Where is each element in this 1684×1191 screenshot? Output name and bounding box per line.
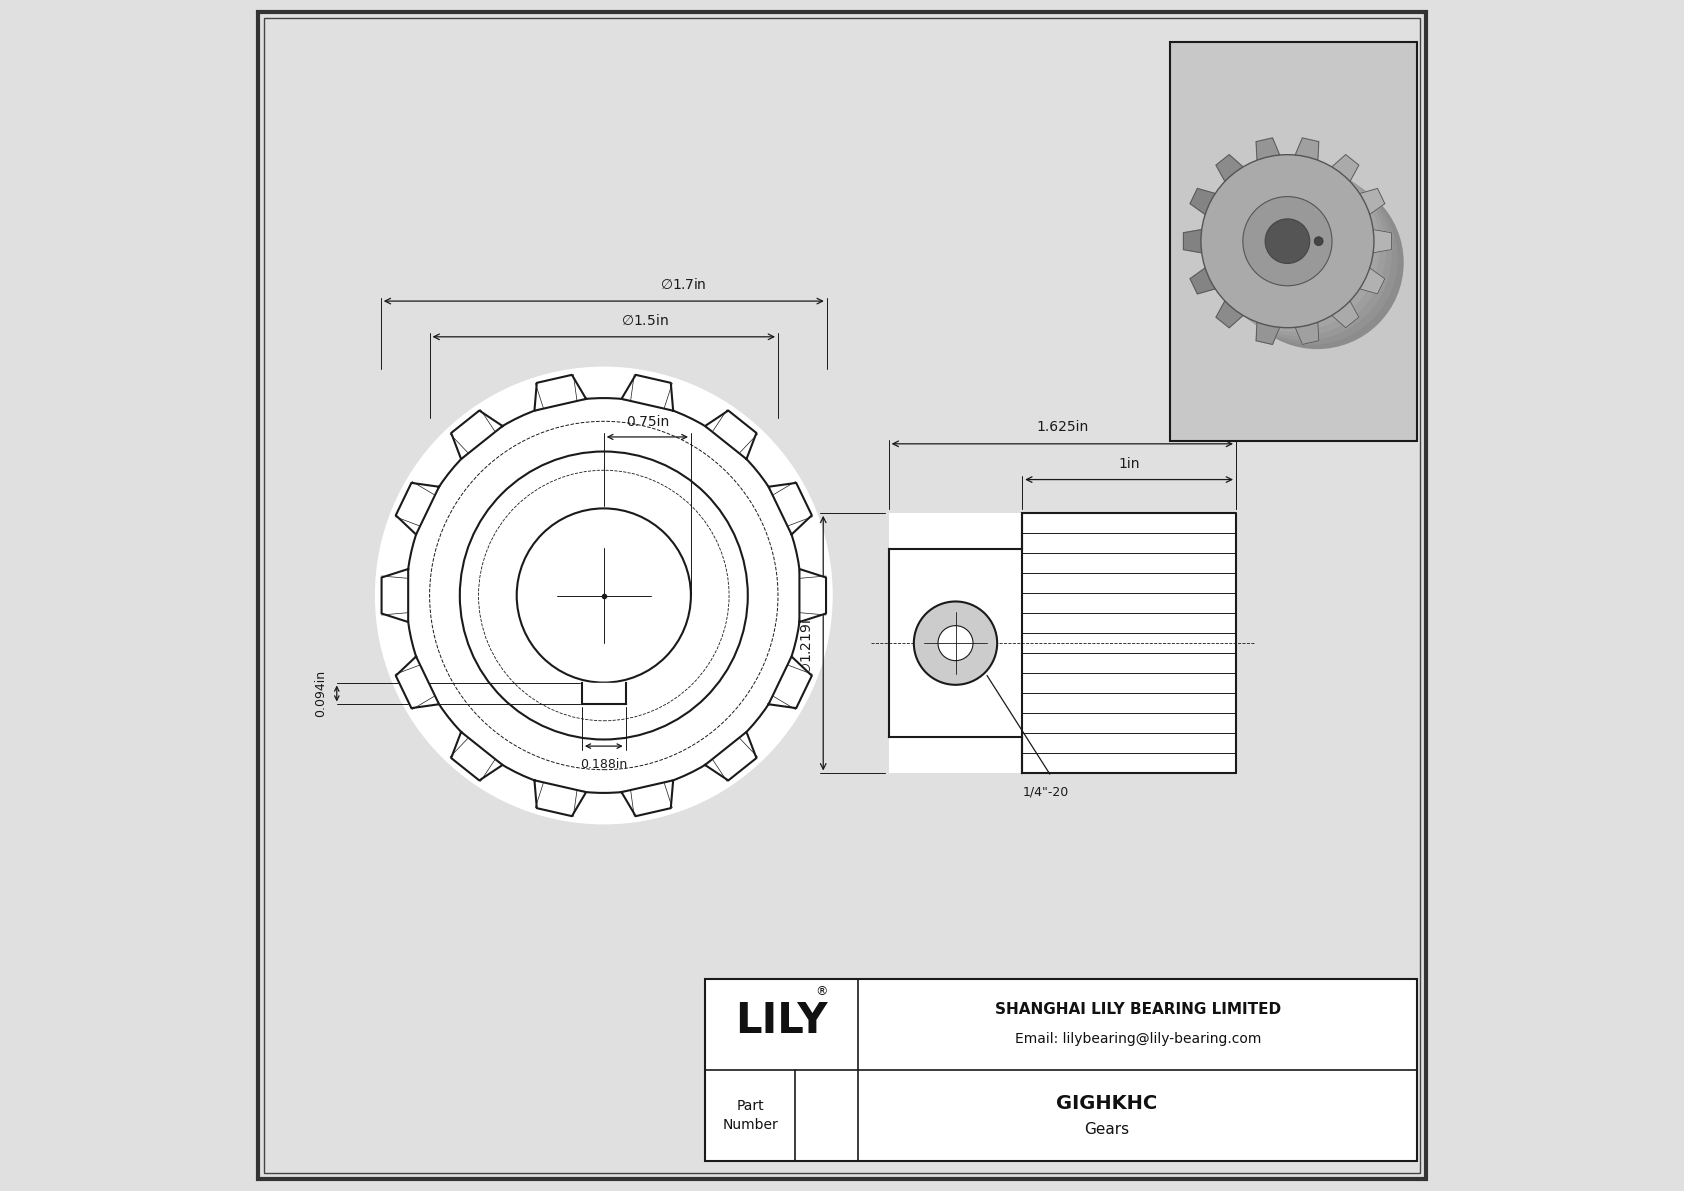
Polygon shape bbox=[396, 482, 440, 535]
Polygon shape bbox=[1332, 155, 1359, 181]
Circle shape bbox=[376, 367, 832, 824]
Polygon shape bbox=[800, 569, 827, 622]
Polygon shape bbox=[1359, 188, 1384, 214]
Polygon shape bbox=[1332, 301, 1359, 328]
Polygon shape bbox=[1216, 155, 1243, 181]
Text: GIGHKHC: GIGHKHC bbox=[1056, 1095, 1157, 1114]
Text: 1.625in: 1.625in bbox=[1036, 420, 1088, 435]
Text: 1in: 1in bbox=[1118, 457, 1140, 472]
Text: ®: ® bbox=[815, 985, 827, 998]
Polygon shape bbox=[451, 411, 502, 459]
Text: Email: lilybearing@lily-bearing.com: Email: lilybearing@lily-bearing.com bbox=[1014, 1031, 1261, 1046]
Circle shape bbox=[1201, 155, 1374, 328]
Text: Gears: Gears bbox=[1084, 1122, 1128, 1137]
Bar bbox=[706, 979, 1418, 1161]
Polygon shape bbox=[583, 682, 626, 704]
Text: 0.188in: 0.188in bbox=[581, 757, 628, 771]
Circle shape bbox=[1265, 219, 1310, 263]
Bar bbox=[1169, 42, 1418, 441]
Text: $\varnothing$1.219in: $\varnothing$1.219in bbox=[798, 611, 813, 675]
Polygon shape bbox=[1191, 268, 1216, 294]
Polygon shape bbox=[396, 656, 440, 709]
Polygon shape bbox=[534, 780, 586, 816]
Circle shape bbox=[1224, 172, 1398, 345]
Polygon shape bbox=[1256, 323, 1280, 344]
Text: LILY: LILY bbox=[736, 1000, 829, 1042]
Polygon shape bbox=[1295, 138, 1319, 160]
Circle shape bbox=[938, 625, 973, 661]
Bar bbox=[889, 513, 1236, 773]
Polygon shape bbox=[706, 411, 756, 459]
Polygon shape bbox=[534, 375, 586, 411]
Circle shape bbox=[1243, 197, 1332, 286]
Polygon shape bbox=[1372, 230, 1391, 252]
Text: SHANGHAI LILY BEARING LIMITED: SHANGHAI LILY BEARING LIMITED bbox=[995, 1002, 1282, 1017]
Polygon shape bbox=[1184, 230, 1202, 252]
Polygon shape bbox=[1359, 268, 1384, 294]
Circle shape bbox=[1207, 158, 1379, 332]
Polygon shape bbox=[768, 482, 812, 535]
Polygon shape bbox=[1256, 138, 1280, 160]
Polygon shape bbox=[1216, 301, 1243, 328]
Circle shape bbox=[1314, 237, 1324, 245]
Circle shape bbox=[1212, 163, 1386, 336]
Text: 0.094in: 0.094in bbox=[315, 671, 327, 717]
Polygon shape bbox=[451, 732, 502, 780]
Text: 1/4"-20: 1/4"-20 bbox=[1022, 786, 1069, 799]
Circle shape bbox=[914, 601, 997, 685]
Polygon shape bbox=[621, 780, 674, 816]
Circle shape bbox=[1231, 176, 1404, 349]
Circle shape bbox=[1201, 155, 1374, 328]
Circle shape bbox=[1219, 168, 1391, 341]
Polygon shape bbox=[382, 569, 408, 622]
Text: Number: Number bbox=[722, 1118, 778, 1133]
Polygon shape bbox=[1295, 323, 1319, 344]
Polygon shape bbox=[706, 732, 756, 780]
Polygon shape bbox=[768, 656, 812, 709]
Text: Part: Part bbox=[736, 1099, 765, 1114]
Circle shape bbox=[517, 509, 690, 682]
Text: $\varnothing$1.5in: $\varnothing$1.5in bbox=[621, 313, 669, 329]
Text: $\varnothing$1.7in: $\varnothing$1.7in bbox=[660, 276, 706, 292]
Polygon shape bbox=[621, 375, 674, 411]
Polygon shape bbox=[1191, 188, 1216, 214]
Text: 0.75in: 0.75in bbox=[626, 414, 669, 429]
